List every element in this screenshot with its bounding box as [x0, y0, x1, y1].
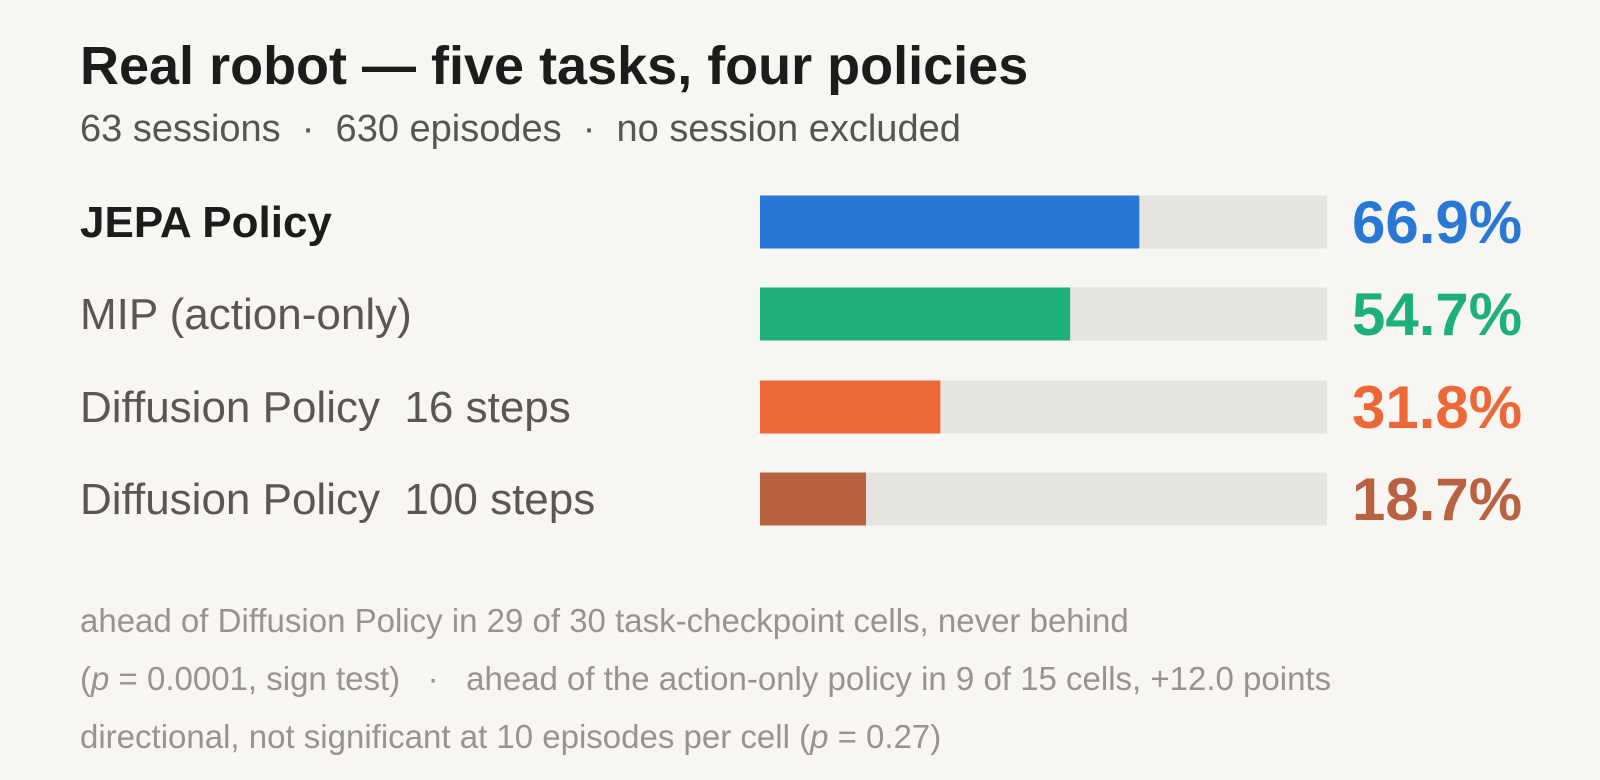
footnote-segment: p	[90, 660, 109, 697]
footnote-segment: = 0.0001, sign test) · ahead of the acti…	[109, 660, 1331, 697]
category-label: JEPA Policy	[80, 198, 332, 247]
value-label: 54.7%	[1352, 281, 1522, 348]
category-label: MIP (action-only)	[80, 290, 412, 339]
bar	[760, 287, 1071, 341]
footnote-segment: (	[80, 660, 91, 697]
footnote-segment: ahead of Diffusion Policy in 29 of 30 ta…	[80, 602, 1129, 639]
footnote-segment: directional, not significant at 10 episo…	[80, 718, 810, 755]
footnote: directional, not significant at 10 episo…	[80, 718, 941, 755]
footnote-segment: p	[809, 718, 828, 755]
bar	[760, 380, 941, 434]
bar	[760, 195, 1140, 249]
value-label: 66.9%	[1352, 189, 1522, 256]
footnote: (p = 0.0001, sign test) · ahead of the a…	[80, 660, 1331, 697]
category-label: Diffusion Policy 100 steps	[80, 475, 595, 524]
value-label: 18.7%	[1352, 466, 1522, 533]
category-label: Diffusion Policy 16 steps	[80, 383, 571, 432]
subtitle: 63 sessions · 630 episodes · no session …	[80, 108, 961, 150]
bar	[760, 472, 867, 526]
chart-title: Real robot — five tasks, four policies	[80, 36, 1028, 96]
value-label: 31.8%	[1352, 374, 1522, 441]
footnote-segment: = 0.27)	[828, 718, 941, 755]
footnote: ahead of Diffusion Policy in 29 of 30 ta…	[80, 602, 1129, 639]
